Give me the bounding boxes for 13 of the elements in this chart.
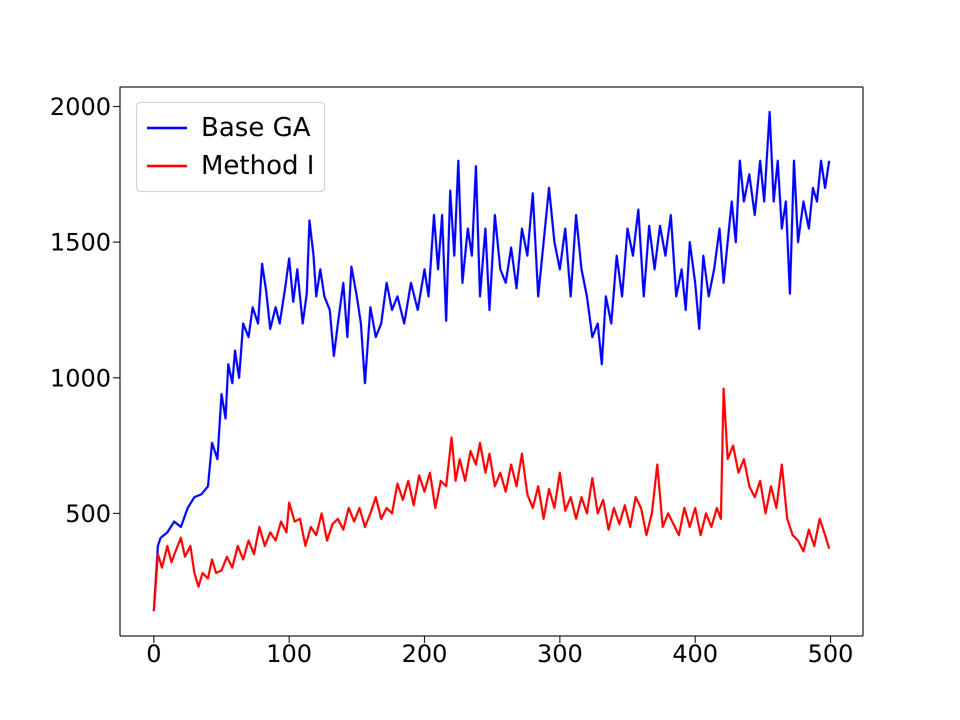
x-tick-label: 100 bbox=[266, 640, 312, 668]
x-tick-label: 400 bbox=[672, 640, 718, 668]
y-tick-label: 1500 bbox=[50, 228, 111, 257]
y-tick-label: 500 bbox=[65, 500, 111, 528]
y-tick-label: 2000 bbox=[50, 93, 111, 122]
x-tick-label: 300 bbox=[536, 640, 583, 668]
x-tick-label: 500 bbox=[808, 640, 854, 668]
line-series bbox=[152, 388, 830, 612]
x-tick-label: 0 bbox=[146, 640, 162, 668]
legend-label: Base GA bbox=[201, 113, 311, 143]
legend-label: Method I bbox=[201, 151, 314, 181]
x-tick-label: 200 bbox=[402, 640, 448, 668]
y-tick-label: 1000 bbox=[50, 364, 111, 392]
